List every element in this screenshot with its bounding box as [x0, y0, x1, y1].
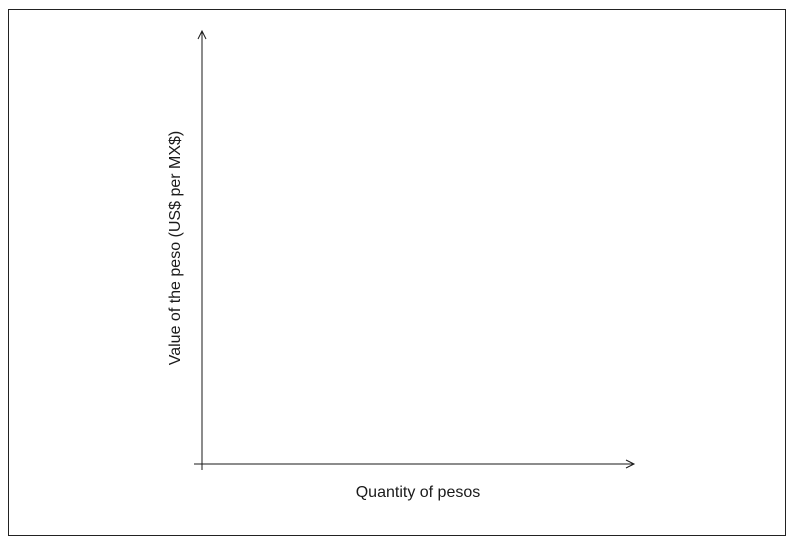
y-axis-arrowhead: [197, 29, 207, 40]
y-axis-label: Value of the peso (US$ per MX$): [167, 131, 184, 366]
figure-frame: [8, 9, 786, 536]
x-axis-label: Quantity of pesos: [356, 484, 481, 501]
x-axis-arrowhead: [625, 459, 636, 469]
